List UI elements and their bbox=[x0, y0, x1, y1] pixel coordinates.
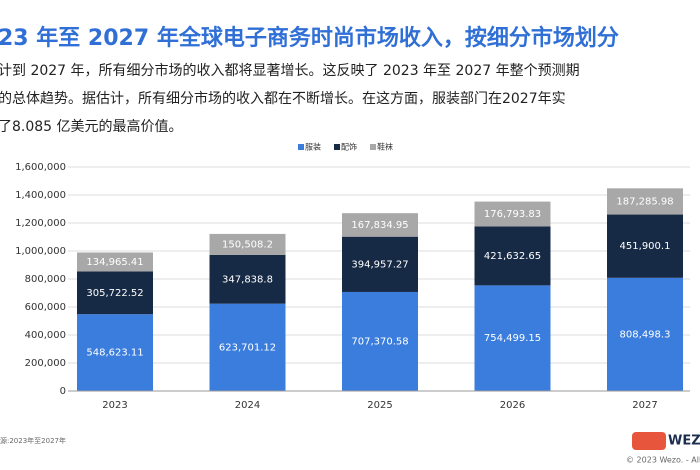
value-label: 305,722.52 bbox=[86, 288, 143, 299]
bar-segment bbox=[77, 314, 153, 391]
legend-swatch bbox=[298, 144, 304, 150]
bar-segment bbox=[607, 188, 683, 215]
paragraph-line: 了8.085 亿美元的最高价值。 bbox=[0, 119, 183, 135]
value-label: 150,508.2 bbox=[222, 239, 273, 250]
y-tick-label: 200,000 bbox=[25, 358, 66, 369]
value-label: 347,838.8 bbox=[222, 274, 273, 285]
bar-segment bbox=[209, 254, 286, 304]
value-label: 808,498.3 bbox=[620, 329, 671, 340]
y-tick-label: 400,000 bbox=[25, 330, 66, 341]
x-tick-label: 2024 bbox=[235, 400, 260, 411]
y-tick-label: 1,400,000 bbox=[15, 190, 66, 201]
value-label: 394,957.27 bbox=[351, 259, 408, 270]
bar-segment bbox=[77, 252, 153, 272]
logo-mark bbox=[632, 432, 666, 450]
x-tick-label: 2025 bbox=[367, 400, 392, 411]
paragraph-line: 计到 2027 年，所有细分市场的收入都将显著增长。这反映了 2023 年至 2… bbox=[0, 63, 580, 79]
value-label: 167,834.95 bbox=[351, 220, 408, 231]
legend-swatch bbox=[370, 144, 376, 150]
title: 23 年至 2027 年全球电子商务时尚市场收入，按细分市场划分 bbox=[0, 26, 619, 51]
paragraph-line: 的总体趋势。据估计，所有细分市场的收入都在不断增长。在这方面，服装部门在2027… bbox=[0, 91, 566, 107]
x-tick-label: 2026 bbox=[500, 400, 525, 411]
value-label: 421,632.65 bbox=[484, 251, 541, 262]
bar-segment bbox=[77, 271, 153, 315]
y-tick-label: 0 bbox=[60, 386, 66, 397]
legend-label: 鞋袜 bbox=[377, 142, 393, 152]
bar-segment bbox=[607, 214, 683, 278]
bar-segment bbox=[209, 233, 286, 255]
value-label: 707,370.58 bbox=[351, 336, 408, 347]
bar-segment bbox=[607, 277, 683, 391]
bar-segment bbox=[209, 303, 286, 391]
x-tick-label: 2023 bbox=[102, 400, 127, 411]
bar-segment bbox=[474, 226, 551, 286]
y-tick-label: 1,000,000 bbox=[15, 246, 66, 257]
bar-segment bbox=[342, 291, 418, 391]
y-tick-label: 600,000 bbox=[25, 302, 66, 313]
source: 源:2023年至2027年 bbox=[0, 436, 66, 445]
value-label: 134,965.41 bbox=[86, 257, 143, 268]
y-tick-label: 1,200,000 bbox=[15, 218, 66, 229]
value-label: 176,793.83 bbox=[484, 209, 541, 220]
legend-label: 服装 bbox=[305, 142, 321, 152]
bar-segment bbox=[342, 236, 418, 292]
value-label: 451,900.1 bbox=[620, 241, 671, 252]
y-tick-label: 1,600,000 bbox=[15, 162, 66, 173]
x-tick-label: 2027 bbox=[632, 400, 657, 411]
bar-segment bbox=[474, 285, 551, 391]
value-label: 187,285.98 bbox=[616, 196, 673, 207]
value-label: 623,701.12 bbox=[219, 342, 276, 353]
copyright: © 2023 Wezo. - All Rig bbox=[626, 456, 700, 465]
legend-swatch bbox=[334, 144, 340, 150]
bar-segment bbox=[474, 201, 551, 227]
logo-text: WEZO bbox=[668, 434, 700, 449]
value-label: 548,623.11 bbox=[86, 348, 143, 359]
bar-segment bbox=[342, 213, 418, 237]
y-tick-label: 800,000 bbox=[25, 274, 66, 285]
value-label: 754,499.15 bbox=[484, 333, 541, 344]
legend-label: 配饰 bbox=[341, 142, 357, 152]
